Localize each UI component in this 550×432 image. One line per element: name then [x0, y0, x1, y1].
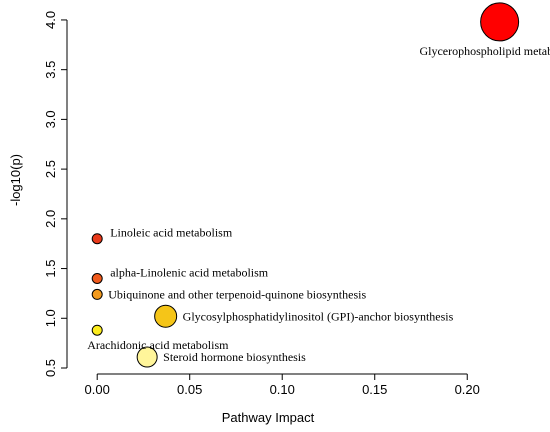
x-tick-label: 0.05: [177, 382, 202, 397]
data-point: [91, 288, 103, 300]
point-label: Steroid hormone biosynthesis: [163, 350, 306, 364]
data-point: [91, 233, 103, 245]
x-tick-label: 0.00: [85, 382, 110, 397]
data-points: [91, 2, 520, 368]
point-label: alpha-Linolenic acid metabolism: [110, 266, 269, 280]
y-axis-title: -log10(p): [8, 154, 23, 206]
point-label: Glycosylphosphatidylinositol (GPI)-ancho…: [183, 309, 454, 323]
y-tick-label: 3.5: [43, 61, 58, 79]
y-tick-label: 4.0: [43, 11, 58, 29]
x-axis-title: Pathway Impact: [222, 410, 315, 425]
y-tick-label: 3.0: [43, 110, 58, 128]
x-tick-label: 0.10: [270, 382, 295, 397]
data-point: [480, 2, 520, 42]
data-point: [136, 346, 158, 368]
y-tick-label: 2.0: [43, 210, 58, 228]
x-tick-label: 0.20: [455, 382, 480, 397]
y-tick-label: 2.5: [43, 160, 58, 178]
y-tick-label: 0.5: [43, 359, 58, 377]
y-tick-label: 1.5: [43, 260, 58, 278]
point-label: Glycerophospholipid metabolism: [419, 44, 550, 58]
point-label: Ubiquinone and other terpenoid-quinone b…: [108, 287, 366, 301]
data-point: [91, 324, 103, 336]
data-point: [154, 304, 178, 328]
point-labels: Glycerophospholipid metabolism Linoleic a…: [87, 44, 550, 364]
point-label: Arachidonic acid metabolism: [87, 338, 229, 352]
axes: 0.00 0.05 0.10 0.15 0.20 0.5 1.0 1.5 2.0 2.5 3.0 3.…: [43, 11, 480, 397]
point-label: Linoleic acid metabolism: [110, 226, 233, 240]
y-tick-label: 1.0: [43, 309, 58, 327]
data-point: [91, 273, 103, 284]
x-tick-label: 0.15: [362, 382, 387, 397]
